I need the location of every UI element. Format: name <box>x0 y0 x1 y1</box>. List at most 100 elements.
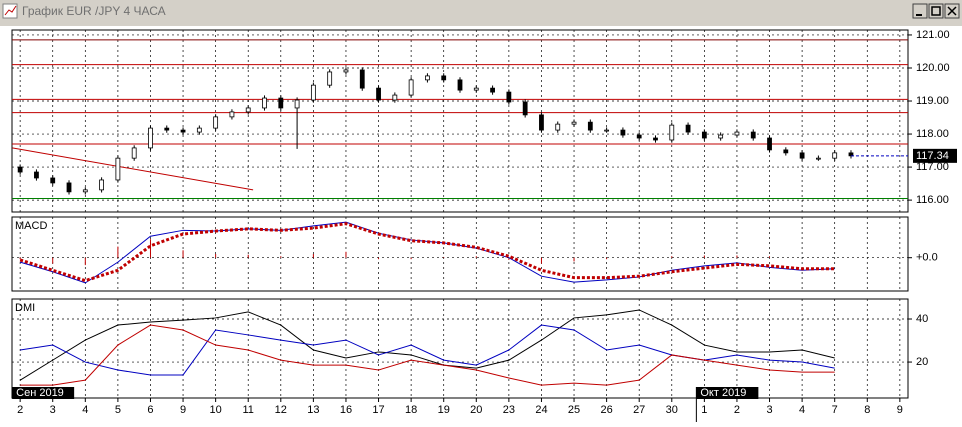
x-tick-label: 13 <box>307 404 319 416</box>
candle-body <box>669 124 675 141</box>
x-tick-label: 5 <box>115 404 121 416</box>
x-tick-label: 8 <box>864 404 870 416</box>
candle-body <box>310 84 316 101</box>
candle-body <box>539 114 544 131</box>
x-tick-label: 26 <box>600 404 612 416</box>
candle-body <box>750 131 756 139</box>
x-tick-label: 9 <box>897 404 903 416</box>
maximize-icon <box>931 6 941 16</box>
candle-body <box>66 182 72 193</box>
window-frame <box>0 22 962 26</box>
x-tick-label: 23 <box>503 404 515 416</box>
x-tick-label: 11 <box>243 404 254 416</box>
x-tick-label: 7 <box>832 404 838 416</box>
x-tick-label: 2 <box>17 404 23 416</box>
candle-body <box>783 149 789 154</box>
period-label: Окт 2019 <box>700 387 746 399</box>
candle-body <box>359 69 365 89</box>
x-tick-label: 2 <box>734 404 740 416</box>
x-tick-label: 4 <box>799 404 805 416</box>
candle-body <box>343 69 349 73</box>
x-tick-label: 12 <box>275 404 287 416</box>
candle-body <box>457 79 463 91</box>
indicator-line <box>19 309 835 381</box>
candle-body <box>82 189 88 193</box>
candle-body <box>767 137 772 151</box>
panel-frame <box>11 29 909 213</box>
candle-body <box>490 87 495 93</box>
candle-body <box>555 123 561 131</box>
candle-body <box>180 129 186 133</box>
candle-body <box>196 127 202 133</box>
candle-body <box>522 101 528 116</box>
maximize-button[interactable] <box>928 3 944 19</box>
x-tick-label: 30 <box>666 404 678 416</box>
panel-frame <box>11 298 909 399</box>
y-tick-label: 40 <box>916 313 928 325</box>
x-tick-label: 3 <box>50 404 56 416</box>
candle-body <box>620 129 626 136</box>
signal-line <box>19 222 835 283</box>
candle-body <box>164 127 170 131</box>
candle-body <box>392 94 398 101</box>
candle-body <box>816 157 821 160</box>
x-tick-label: 19 <box>438 404 450 416</box>
window-icon <box>4 5 17 16</box>
candle-body <box>278 97 284 109</box>
window-title: График EUR /JPY 4 ЧАСА <box>22 4 166 18</box>
candle-body <box>587 121 593 131</box>
candle-body <box>408 79 414 96</box>
last-price-box <box>913 148 957 163</box>
y-tick-label: +0.0 <box>916 252 938 264</box>
candle-body <box>50 177 56 184</box>
candle-body <box>294 99 300 109</box>
trend-line <box>12 147 254 191</box>
candle-body <box>213 116 219 129</box>
candle-body <box>425 75 430 81</box>
candle-body <box>99 179 104 191</box>
y-tick-label: 121.00 <box>916 29 950 41</box>
candle-body <box>701 131 707 139</box>
y-tick-label: 118.00 <box>916 128 949 140</box>
y-tick-label: 20 <box>916 356 928 368</box>
candle-body <box>571 121 577 125</box>
x-tick-label: 18 <box>405 404 417 416</box>
candle-body <box>832 152 838 159</box>
candle-body <box>148 127 153 149</box>
x-tick-label: 20 <box>470 404 482 416</box>
period-box <box>696 387 759 399</box>
candle-body <box>245 107 251 113</box>
x-tick-label: 3 <box>766 404 772 416</box>
indicator-line <box>20 324 835 386</box>
candle-body <box>262 97 267 109</box>
panel-frame <box>11 216 909 292</box>
candle-body <box>506 91 512 103</box>
candle-body <box>115 157 121 181</box>
panel-title: DMI <box>15 302 35 314</box>
title-bar <box>0 0 962 22</box>
x-tick-label: 25 <box>568 404 580 416</box>
close-icon <box>947 6 957 16</box>
x-tick-label: 6 <box>147 404 153 416</box>
candle-body <box>718 134 724 139</box>
candle-body <box>653 137 658 141</box>
candle-body <box>229 111 235 118</box>
x-tick-label: 9 <box>180 404 186 416</box>
x-tick-label: 17 <box>372 404 384 416</box>
x-tick-label: 10 <box>210 404 222 416</box>
period-box <box>12 387 75 399</box>
panel-title: MACD <box>15 220 47 232</box>
candle-body <box>799 152 805 159</box>
x-tick-label: 1 <box>701 404 707 416</box>
last-price-label: 117.34 <box>916 150 949 162</box>
candle-body <box>636 134 642 139</box>
candle-body <box>473 87 479 91</box>
x-tick-label: 16 <box>340 404 352 416</box>
y-tick-label: 120.00 <box>916 62 950 74</box>
x-tick-label: 4 <box>82 404 88 416</box>
y-tick-label: 119.00 <box>916 95 949 107</box>
y-tick-label: 116.00 <box>916 194 949 206</box>
x-tick-label: 27 <box>633 404 645 416</box>
candle-body <box>327 71 333 86</box>
